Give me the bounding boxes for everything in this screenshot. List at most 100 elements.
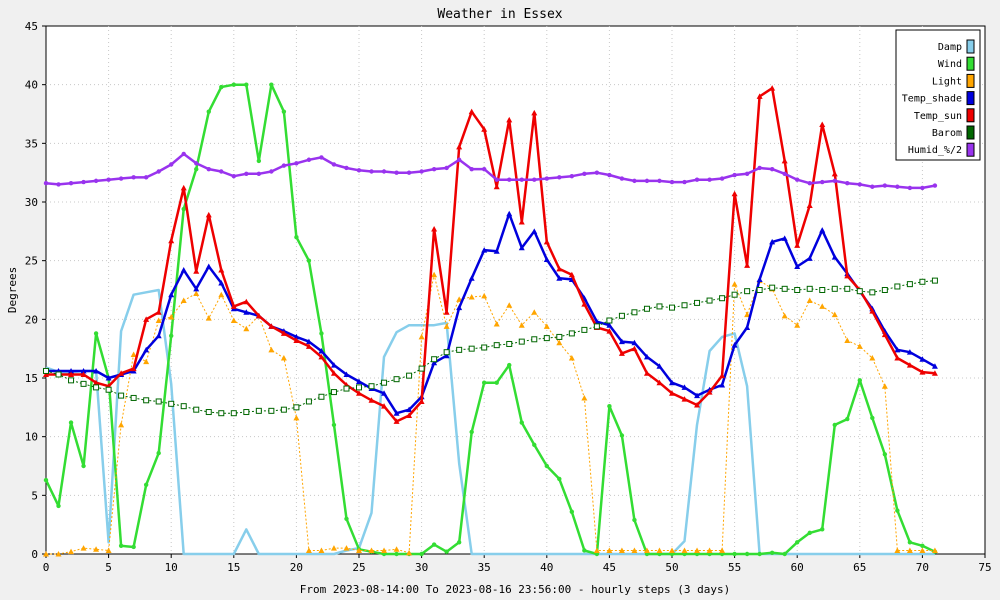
data-point [894, 346, 901, 353]
data-point [618, 338, 625, 345]
data-point [131, 544, 136, 550]
data-point [243, 409, 250, 416]
data-point [394, 551, 399, 557]
data-point [907, 540, 913, 545]
data-point [832, 422, 837, 428]
y-tick-label: 40 [25, 79, 38, 92]
data-point [845, 416, 850, 422]
y-axis-ticks: 0 5 10 15 20 25 30 35 40 45 [25, 20, 46, 561]
data-point [43, 367, 49, 374]
data-point [443, 352, 450, 359]
data-point [68, 377, 75, 384]
data-point [619, 433, 625, 438]
data-point [794, 287, 801, 293]
data-point [631, 345, 638, 352]
data-point [331, 162, 337, 167]
data-point [106, 177, 111, 182]
x-tick-label: 25 [352, 561, 365, 574]
legend-swatch [966, 91, 975, 106]
data-point [769, 166, 775, 172]
data-point [343, 385, 350, 392]
data-point [819, 227, 826, 233]
data-point [656, 379, 663, 386]
data-point [881, 287, 888, 293]
data-point [682, 179, 687, 185]
data-point [68, 420, 74, 425]
data-point [882, 183, 888, 188]
data-point [931, 547, 938, 553]
data-point [155, 332, 162, 339]
data-point [93, 384, 100, 391]
data-point [80, 367, 87, 374]
data-point [105, 386, 112, 393]
data-point [507, 177, 512, 182]
data-point [831, 254, 838, 260]
data-point [180, 403, 187, 410]
data-point [431, 359, 438, 366]
data-point [932, 183, 938, 188]
data-point [443, 309, 450, 315]
legend-label: Wind [938, 59, 962, 70]
data-point [443, 323, 450, 329]
data-point [68, 371, 75, 377]
data-point [369, 169, 374, 174]
data-point [782, 171, 787, 177]
data-point [330, 545, 337, 551]
data-point [406, 412, 413, 419]
y-tick-label: 15 [25, 372, 38, 385]
data-point [744, 311, 751, 318]
data-point [794, 263, 801, 270]
data-point [506, 340, 513, 347]
data-point [781, 157, 788, 164]
data-point [681, 547, 688, 553]
data-point [631, 309, 638, 316]
data-point [181, 151, 186, 157]
data-point [556, 275, 563, 281]
legend-swatch [966, 73, 975, 88]
data-point [268, 407, 275, 414]
data-point [105, 547, 112, 553]
data-point [582, 548, 587, 553]
data-point [694, 392, 701, 399]
data-point [231, 82, 236, 87]
data-point [481, 292, 488, 299]
y-tick-label: 45 [25, 20, 38, 33]
data-point [406, 372, 413, 379]
data-point [155, 309, 162, 315]
data-point [93, 379, 100, 386]
data-point [769, 284, 776, 291]
data-point [194, 166, 199, 172]
data-point [68, 181, 74, 186]
data-point [418, 333, 425, 340]
legend-box [895, 29, 981, 161]
data-point [193, 406, 200, 413]
data-point [256, 158, 262, 164]
data-point [844, 272, 851, 279]
series-light [43, 271, 938, 557]
data-point [293, 333, 300, 340]
data-point [294, 161, 299, 166]
data-point [906, 281, 913, 288]
data-point [606, 547, 613, 553]
legend-swatch [966, 142, 975, 157]
y-axis-label: Degrees [6, 267, 19, 313]
data-point [593, 323, 600, 330]
data-point [719, 372, 726, 379]
data-point [543, 256, 550, 262]
data-point [444, 549, 449, 554]
data-point [43, 551, 49, 557]
data-point [181, 206, 186, 212]
data-point [881, 383, 888, 389]
data-point [381, 390, 388, 396]
data-point [795, 177, 800, 182]
legend-label: Light [932, 76, 962, 87]
data-point [130, 394, 137, 401]
data-point [56, 503, 61, 509]
legend-label: Temp_sun [914, 111, 962, 122]
data-point [819, 303, 826, 309]
data-point [756, 93, 763, 99]
data-point [568, 330, 575, 337]
data-point [118, 392, 125, 399]
data-point [356, 384, 362, 391]
data-point [618, 312, 625, 319]
